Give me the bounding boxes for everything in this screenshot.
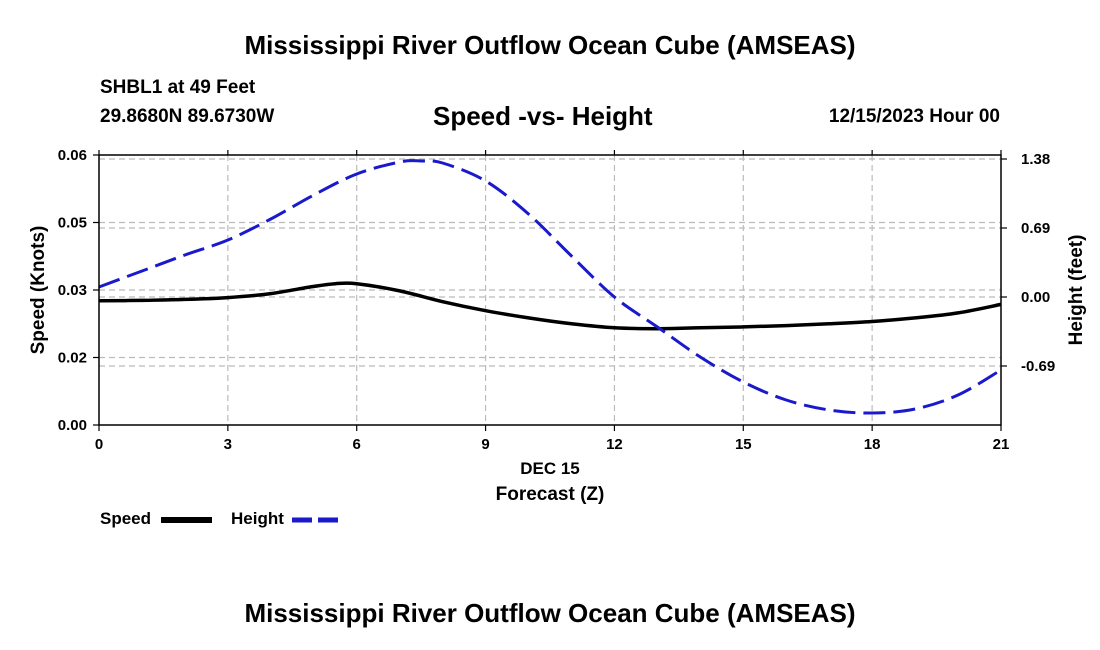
x-tick-label: 9 [481,436,489,453]
legend-speed-label: Speed [100,509,152,528]
y2-tick-label: 1.38 [1021,151,1050,168]
coordinates-label: 29.8680N 89.6730W [100,106,275,127]
x-tick-label: 6 [353,436,361,453]
x-axis-label: Forecast (Z) [496,484,605,505]
station-label: SHBL1 at 49 Feet [100,77,256,98]
grid [99,155,1001,425]
y-tick-label: 0.00 [58,417,87,434]
y-tick-label: 0.05 [58,215,87,232]
y2-tick-label: 0.69 [1021,220,1050,237]
x-tick-label: 0 [95,436,103,453]
y2-tick-label: 0.00 [1021,289,1050,306]
axes: 0 3 6 9 12 15 18 21 0.00 0.02 0.03 0.05 0.06 -0.69 0.0… [58,147,1055,453]
page-title: Mississippi River Outflow Ocean Cube (AM… [244,30,856,60]
x-tick-label: 18 [864,436,881,453]
x-tick-label: 12 [606,436,623,453]
forecast-datetime: 12/15/2023 Hour 00 [828,106,1000,127]
y2-axis-label: Height (feet) [1066,235,1087,346]
speed-series-line [98,281,1002,331]
y-tick-label: 0.06 [58,147,87,164]
x-tick-label: 3 [224,436,232,453]
y-tick-label: 0.03 [58,282,87,299]
y-axis-label: Speed (Knots) [28,226,49,355]
legend-height-label: Height [231,509,284,528]
height-series-line [98,159,1002,415]
y2-tick-label: -0.69 [1021,358,1055,375]
y-tick-label: 0.02 [58,350,87,367]
x-tick-label: 21 [993,436,1010,453]
x-tick-label: 15 [735,436,752,453]
series-layer [98,159,1002,415]
chart-subtitle: Speed -vs- Height [433,101,653,131]
x-axis-date-label: DEC 15 [520,459,580,478]
footer-title: Mississippi River Outflow Ocean Cube (AM… [244,598,856,628]
